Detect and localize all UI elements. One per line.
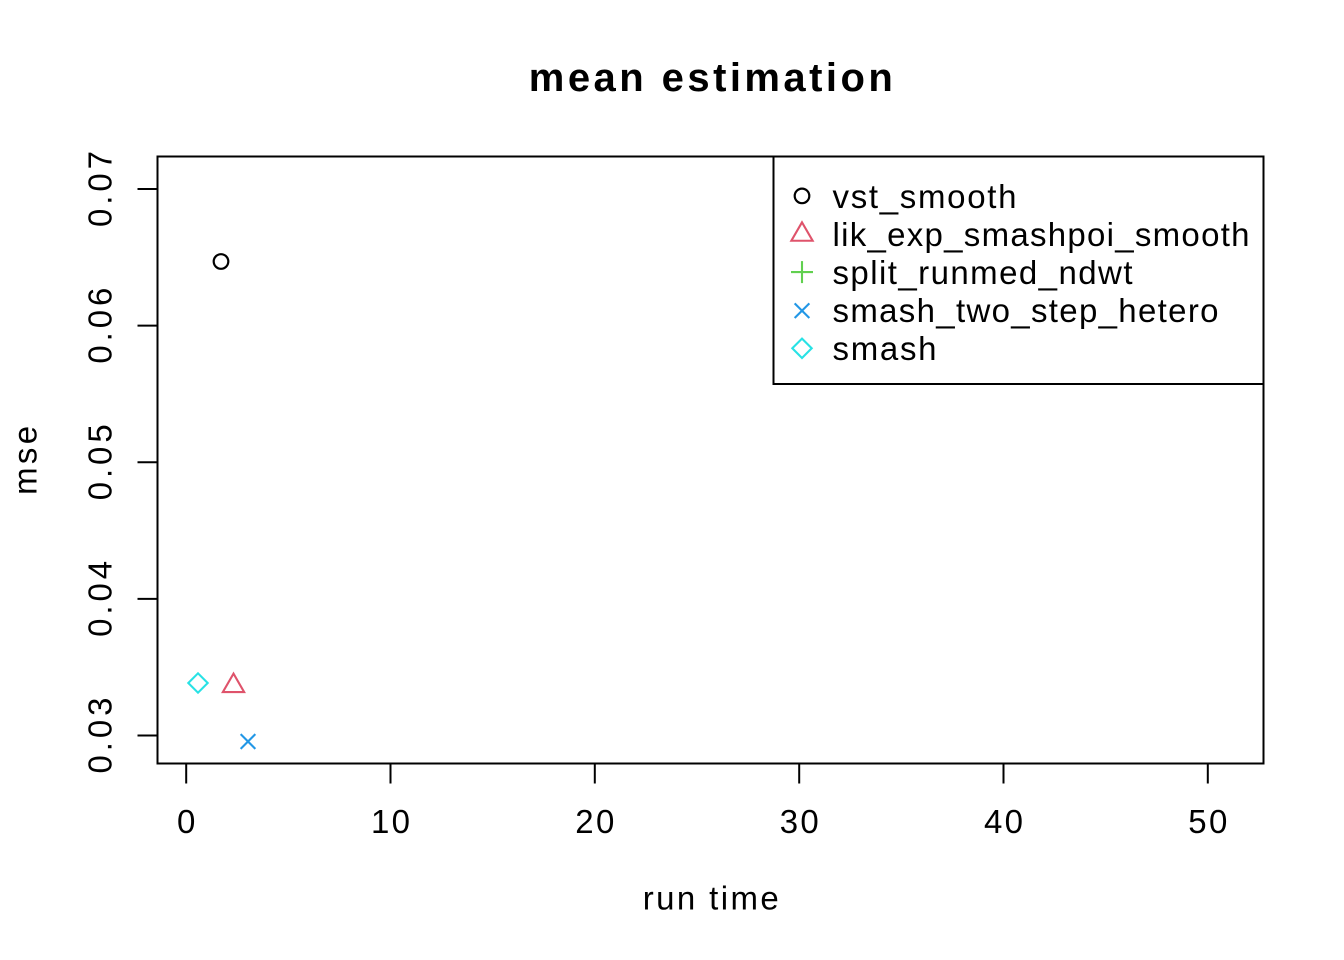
svg-text:0.07: 0.07 bbox=[82, 151, 119, 227]
svg-text:vst_smooth: vst_smooth bbox=[833, 178, 1017, 215]
svg-text:0.05: 0.05 bbox=[82, 424, 119, 500]
svg-text:mse: mse bbox=[7, 426, 44, 495]
svg-text:smash: smash bbox=[833, 330, 937, 367]
svg-text:lik_exp_smashpoi_smooth: lik_exp_smashpoi_smooth bbox=[833, 216, 1250, 253]
svg-text:smash_two_step_hetero: smash_two_step_hetero bbox=[833, 292, 1219, 329]
svg-text:0.04: 0.04 bbox=[82, 561, 119, 637]
svg-text:run time: run time bbox=[643, 880, 779, 917]
svg-text:split_runmed_ndwt: split_runmed_ndwt bbox=[833, 254, 1133, 291]
svg-text:0.06: 0.06 bbox=[82, 288, 119, 364]
svg-text:0.03: 0.03 bbox=[82, 698, 119, 774]
svg-text:0: 0 bbox=[177, 803, 195, 840]
